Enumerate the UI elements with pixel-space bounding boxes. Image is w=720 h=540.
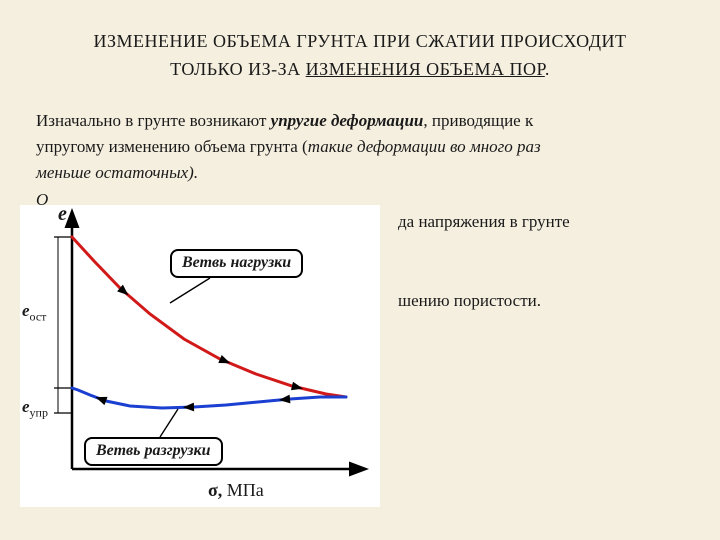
- headline-line2c: .: [545, 59, 550, 79]
- y-tick-eupr: eупр: [22, 397, 48, 420]
- headline-line1: ИЗМЕНЕНИЕ ОБЪЕМА ГРУНТА ПРИ СЖАТИИ ПРОИС…: [94, 31, 627, 51]
- y-tick-eupr-sub: упр: [30, 405, 48, 419]
- body-p1a: Изначально в грунте возникают: [36, 111, 271, 130]
- slide-page: ИЗМЕНЕНИЕ ОБЪЕМА ГРУНТА ПРИ СЖАТИИ ПРОИС…: [0, 0, 720, 540]
- headline-line2a: ТОЛЬКО ИЗ-ЗА: [170, 59, 306, 79]
- compression-chart: e eост eупр σ, МПа Ветвь нагрузки Ветвь …: [20, 205, 380, 507]
- y-tick-eost-e: e: [22, 301, 30, 320]
- callout-loading: Ветвь нагрузки: [170, 249, 303, 278]
- y-tick-eost-sub: ост: [30, 309, 47, 323]
- headline: ИЗМЕНЕНИЕ ОБЪЕМА ГРУНТА ПРИ СЖАТИИ ПРОИС…: [36, 28, 684, 84]
- occluded-tail-1: да напряжения в грунте: [398, 209, 570, 235]
- body-p3: меньше остаточных).: [36, 163, 198, 182]
- occluded-tail-2: шению пористости.: [398, 288, 541, 314]
- x-axis-label: σ, МПа: [208, 480, 264, 501]
- y-tick-eupr-e: e: [22, 397, 30, 416]
- body-text: Изначально в грунте возникают упругие де…: [36, 108, 684, 213]
- x-axis-sigma: σ,: [208, 480, 222, 500]
- y-axis-label: e: [58, 203, 67, 226]
- body-p2a: упругому изменению объема грунта (: [36, 137, 308, 156]
- body-p1c: , приводящие к: [423, 111, 533, 130]
- x-axis-unit: МПа: [227, 480, 264, 500]
- body-p1b: упругие деформации: [271, 111, 424, 130]
- headline-underlined: ИЗМЕНЕНИЯ ОБЪЕМА ПОР: [306, 59, 545, 79]
- y-tick-eost: eост: [22, 301, 46, 324]
- callout-unloading: Ветвь разгрузки: [84, 437, 223, 466]
- body-p2b: такие деформации во много раз: [308, 137, 541, 156]
